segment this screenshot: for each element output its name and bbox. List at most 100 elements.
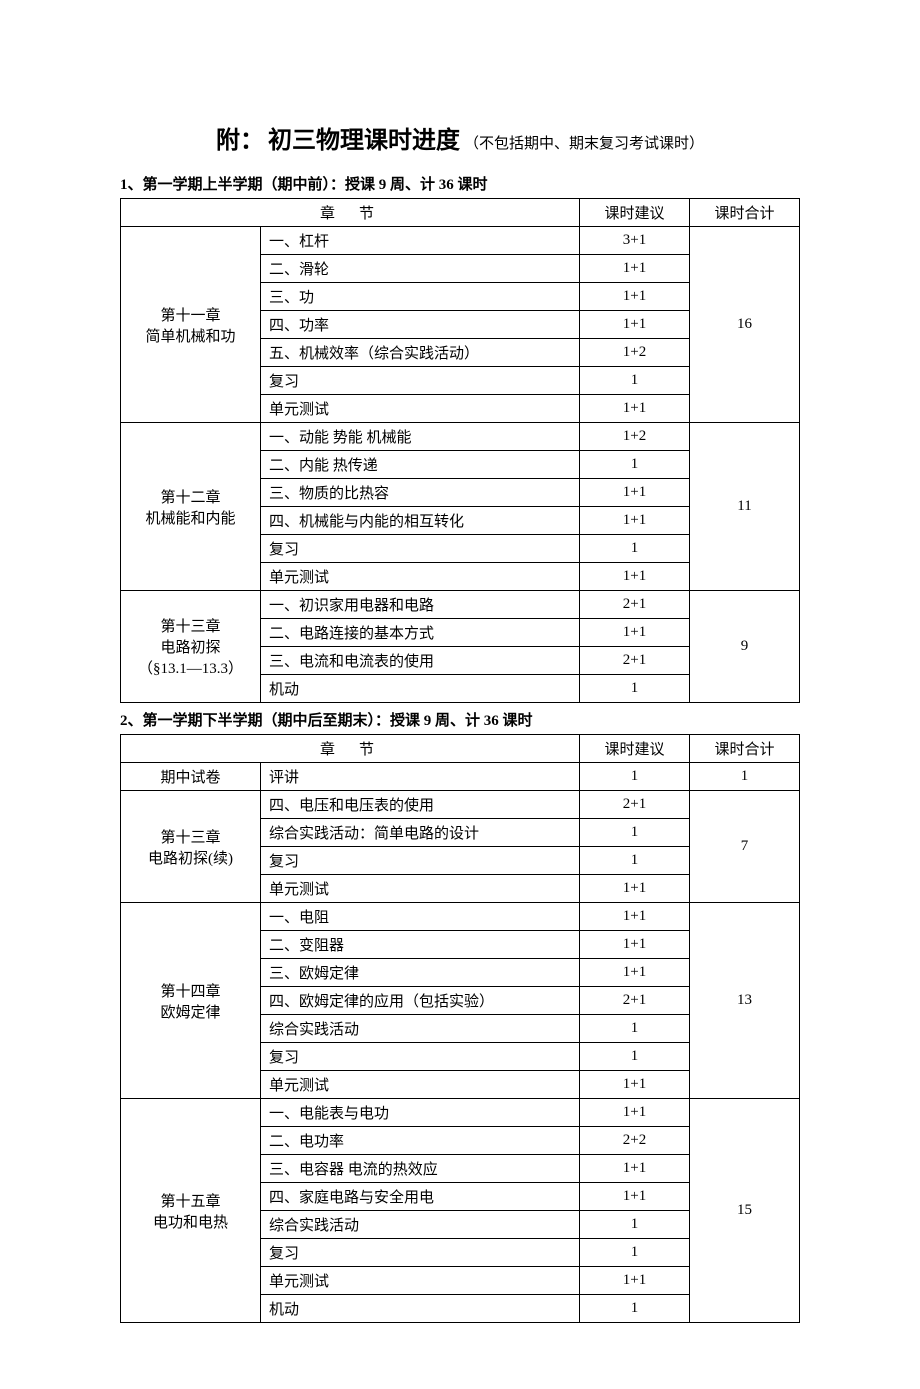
suggest-cell: 1+1 <box>580 283 690 311</box>
suggest-cell: 2+1 <box>580 647 690 675</box>
section-cell: 复习 <box>261 847 580 875</box>
suggest-cell: 1+1 <box>580 1071 690 1099</box>
section-cell: 三、电容器 电流的热效应 <box>261 1155 580 1183</box>
section-cell: 三、欧姆定律 <box>261 959 580 987</box>
header-suggest: 课时建议 <box>580 199 690 227</box>
suggest-cell: 1+2 <box>580 339 690 367</box>
table-row: 第十一章简单机械和功一、杠杆3+116 <box>121 227 800 255</box>
section-cell: 一、电能表与电功 <box>261 1099 580 1127</box>
table-row: 第十五章电功和电热一、电能表与电功1+115 <box>121 1099 800 1127</box>
suggest-cell: 3+1 <box>580 227 690 255</box>
suggest-cell: 1+1 <box>580 1183 690 1211</box>
suggest-cell: 1+1 <box>580 395 690 423</box>
title-main: 初三物理课时进度 <box>268 128 460 154</box>
section-cell: 单元测试 <box>261 1071 580 1099</box>
suggest-cell: 1+1 <box>580 931 690 959</box>
section-cell: 二、滑轮 <box>261 255 580 283</box>
section-cell: 单元测试 <box>261 1267 580 1295</box>
section-cell: 评讲 <box>261 763 580 791</box>
suggest-cell: 1+1 <box>580 479 690 507</box>
title-sub: （不包括期中、期末复习考试课时） <box>464 136 704 152</box>
section-cell: 四、机械能与内能的相互转化 <box>261 507 580 535</box>
total-cell: 15 <box>690 1099 800 1323</box>
section-cell: 四、电压和电压表的使用 <box>261 791 580 819</box>
suggest-cell: 2+1 <box>580 987 690 1015</box>
suggest-cell: 1+1 <box>580 1267 690 1295</box>
suggest-cell: 1 <box>580 1043 690 1071</box>
suggest-cell: 1+1 <box>580 563 690 591</box>
table-row: 第十二章机械能和内能一、动能 势能 机械能1+211 <box>121 423 800 451</box>
section-cell: 一、初识家用电器和电路 <box>261 591 580 619</box>
suggest-cell: 1 <box>580 763 690 791</box>
chapter-cell: 第十四章欧姆定律 <box>121 903 261 1099</box>
section-cell: 单元测试 <box>261 875 580 903</box>
suggest-cell: 1+1 <box>580 619 690 647</box>
section1-table: 章节 课时建议 课时合计 第十一章简单机械和功一、杠杆3+116二、滑轮1+1三… <box>120 198 800 703</box>
chapter-cell: 第十一章简单机械和功 <box>121 227 261 423</box>
suggest-cell: 1 <box>580 1239 690 1267</box>
section-cell: 复习 <box>261 1043 580 1071</box>
total-cell: 13 <box>690 903 800 1099</box>
header-zhangjie: 章节 <box>121 735 580 763</box>
suggest-cell: 1+1 <box>580 875 690 903</box>
title-prefix: 附： <box>216 128 264 154</box>
section-cell: 一、动能 势能 机械能 <box>261 423 580 451</box>
chapter-cell: 第十三章电路初探（§13.1—13.3） <box>121 591 261 703</box>
section-cell: 四、家庭电路与安全用电 <box>261 1183 580 1211</box>
section-cell: 二、内能 热传递 <box>261 451 580 479</box>
section-cell: 机动 <box>261 1295 580 1323</box>
table-row: 期中试卷评讲11 <box>121 763 800 791</box>
suggest-cell: 1+1 <box>580 507 690 535</box>
total-cell: 1 <box>690 763 800 791</box>
total-cell: 7 <box>690 791 800 903</box>
section-cell: 二、电路连接的基本方式 <box>261 619 580 647</box>
suggest-cell: 1 <box>580 1295 690 1323</box>
table-row: 第十四章欧姆定律一、电阻1+113 <box>121 903 800 931</box>
section-cell: 二、变阻器 <box>261 931 580 959</box>
section2-heading: 2、第一学期下半学期（期中后至期末）：授课 9 周、计 36 课时 <box>120 709 800 730</box>
suggest-cell: 1+1 <box>580 1099 690 1127</box>
suggest-cell: 1 <box>580 819 690 847</box>
section-cell: 四、功率 <box>261 311 580 339</box>
total-cell: 9 <box>690 591 800 703</box>
section-cell: 三、物质的比热容 <box>261 479 580 507</box>
suggest-cell: 1 <box>580 451 690 479</box>
suggest-cell: 1+1 <box>580 311 690 339</box>
suggest-cell: 1+1 <box>580 959 690 987</box>
table-row: 第十三章电路初探(续)四、电压和电压表的使用2+17 <box>121 791 800 819</box>
section-cell: 复习 <box>261 1239 580 1267</box>
suggest-cell: 1 <box>580 367 690 395</box>
section-cell: 综合实践活动：简单电路的设计 <box>261 819 580 847</box>
section1-tbody: 第十一章简单机械和功一、杠杆3+116二、滑轮1+1三、功1+1四、功率1+1五… <box>121 227 800 703</box>
section-cell: 复习 <box>261 367 580 395</box>
suggest-cell: 1 <box>580 675 690 703</box>
section-cell: 一、杠杆 <box>261 227 580 255</box>
section-cell: 五、机械效率（综合实践活动） <box>261 339 580 367</box>
chapter-cell: 第十二章机械能和内能 <box>121 423 261 591</box>
header-zhangjie: 章节 <box>121 199 580 227</box>
section2-table: 章节 课时建议 课时合计 期中试卷评讲11第十三章电路初探(续)四、电压和电压表… <box>120 734 800 1323</box>
suggest-cell: 1 <box>580 1211 690 1239</box>
header-total: 课时合计 <box>690 735 800 763</box>
chapter-cell: 第十五章电功和电热 <box>121 1099 261 1323</box>
suggest-cell: 2+1 <box>580 591 690 619</box>
section-cell: 机动 <box>261 675 580 703</box>
total-cell: 11 <box>690 423 800 591</box>
suggest-cell: 1 <box>580 535 690 563</box>
section-cell: 单元测试 <box>261 395 580 423</box>
section-cell: 四、欧姆定律的应用（包括实验） <box>261 987 580 1015</box>
suggest-cell: 2+1 <box>580 791 690 819</box>
section-cell: 复习 <box>261 535 580 563</box>
section-cell: 一、电阻 <box>261 903 580 931</box>
section-cell: 三、功 <box>261 283 580 311</box>
suggest-cell: 2+2 <box>580 1127 690 1155</box>
section-cell: 三、电流和电流表的使用 <box>261 647 580 675</box>
section-cell: 二、电功率 <box>261 1127 580 1155</box>
chapter-cell: 第十三章电路初探(续) <box>121 791 261 903</box>
suggest-cell: 1+1 <box>580 903 690 931</box>
section2-tbody: 期中试卷评讲11第十三章电路初探(续)四、电压和电压表的使用2+17综合实践活动… <box>121 763 800 1323</box>
header-suggest: 课时建议 <box>580 735 690 763</box>
table-header-row: 章节 课时建议 课时合计 <box>121 735 800 763</box>
section1-heading: 1、第一学期上半学期（期中前）：授课 9 周、计 36 课时 <box>120 173 800 194</box>
suggest-cell: 1+2 <box>580 423 690 451</box>
